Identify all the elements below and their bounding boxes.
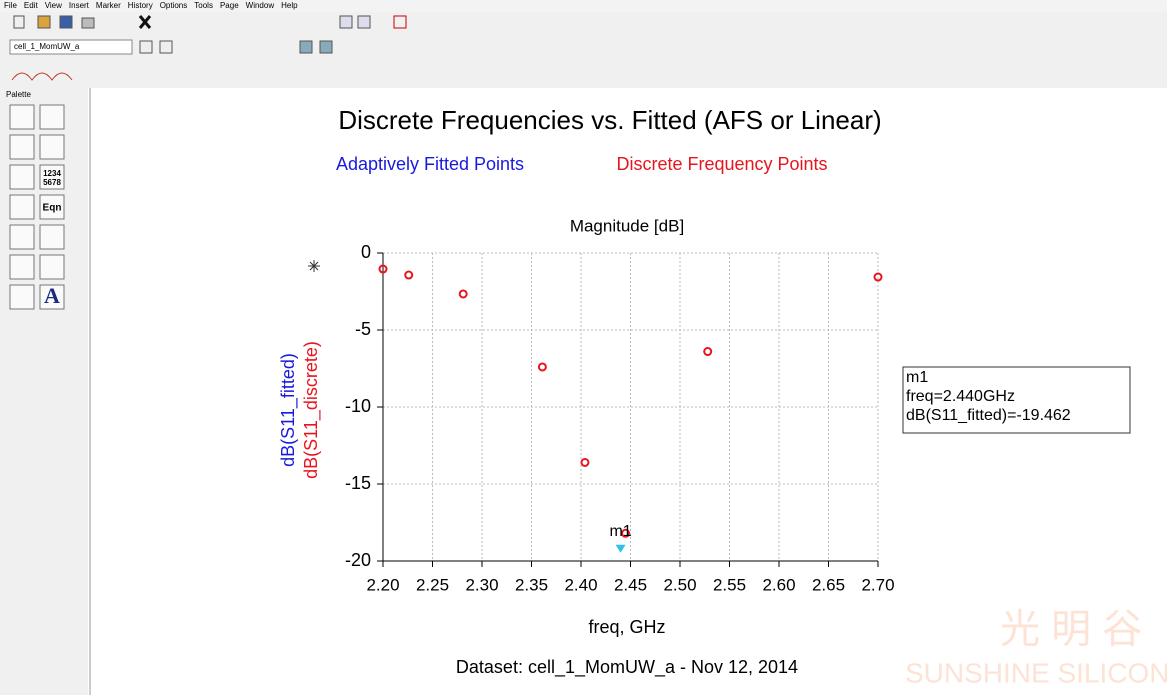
cell-select-text[interactable]: cell_1_MomUW_a xyxy=(14,42,80,51)
palette-icon-text: 1234 xyxy=(43,169,61,178)
marker-readout: freq=2.440GHz xyxy=(906,388,1015,405)
palette-icon-text: A xyxy=(44,283,60,308)
menu-item[interactable]: Options xyxy=(159,1,188,10)
x-tick-label: 2.30 xyxy=(465,575,498,594)
palette-button[interactable] xyxy=(9,104,35,130)
y-axis-label: dB(S11_fitted) xyxy=(278,353,299,467)
marker-readout: dB(S11_fitted)=-19.462 xyxy=(906,407,1071,424)
palette-button[interactable] xyxy=(9,134,35,160)
x-tick-label: 2.45 xyxy=(614,575,647,594)
watermark: SUNSHINE SILICON xyxy=(905,657,1167,688)
menu-item[interactable]: Window xyxy=(245,1,275,10)
menu-item[interactable]: History xyxy=(127,1,153,10)
data-point xyxy=(378,264,388,274)
menu-item[interactable]: Edit xyxy=(23,1,38,10)
marker-symbol xyxy=(615,544,626,553)
palette-button[interactable] xyxy=(39,254,65,280)
menu-item[interactable]: File xyxy=(4,1,17,10)
marker-readout-box xyxy=(902,366,1131,434)
legend-entry: Discrete Frequency Points xyxy=(616,154,827,174)
y-tick-label: -15 xyxy=(345,473,371,493)
palette-buttons xyxy=(9,104,65,310)
icon xyxy=(319,40,333,54)
cell-select-box[interactable] xyxy=(9,39,133,55)
menu-item[interactable]: Page xyxy=(219,1,239,10)
x-axis-label: freq, GHz xyxy=(588,617,665,637)
data-point xyxy=(873,272,883,282)
icon xyxy=(37,15,51,29)
palette-icon-text: Eqn xyxy=(43,203,62,214)
palette-button[interactable] xyxy=(39,194,65,220)
icon xyxy=(13,15,25,29)
x-tick-label: 2.65 xyxy=(812,575,845,594)
menu-bar: File Edit View Insert Marker History Options To… xyxy=(0,0,1167,12)
icon xyxy=(393,15,407,29)
palette-button[interactable] xyxy=(39,284,65,310)
plot-title: Magnitude [dB] xyxy=(570,216,684,235)
x-tick-label: 2.25 xyxy=(416,575,449,594)
x-tick-label: 2.50 xyxy=(663,575,696,594)
icon xyxy=(159,40,173,54)
icon xyxy=(11,72,73,81)
menu-item[interactable]: Tools xyxy=(194,1,213,10)
marker-label: m1 xyxy=(609,523,631,540)
x-tick-label: 2.60 xyxy=(762,575,795,594)
icon xyxy=(81,17,95,29)
icon xyxy=(339,15,353,29)
data-point xyxy=(621,528,631,538)
x-tick-label: 2.70 xyxy=(861,575,894,594)
menu-item[interactable]: View xyxy=(44,1,62,10)
star-icon xyxy=(308,260,320,272)
palette-button[interactable] xyxy=(9,284,35,310)
legend-entry: Adaptively Fitted Points xyxy=(336,154,524,174)
x-tick-label: 2.55 xyxy=(713,575,746,594)
palette-title: Palette xyxy=(6,90,31,99)
x-tick-label: 2.35 xyxy=(515,575,548,594)
menu-item[interactable]: Help xyxy=(281,1,298,10)
menu-item[interactable]: Marker xyxy=(95,1,121,10)
palette-button[interactable] xyxy=(9,164,35,190)
icon xyxy=(357,15,371,29)
icon xyxy=(59,15,73,29)
workspace: cell_1_MomUW_a Palette 1234 5678 Eqn A xyxy=(0,12,1167,695)
toolbar-icons xyxy=(9,15,407,81)
chart-title: Discrete Frequencies vs. Fitted (AFS or … xyxy=(338,105,881,135)
palette-icon-text: 5678 xyxy=(43,178,61,187)
watermark: 光 明 谷 xyxy=(1000,608,1142,652)
menu-item[interactable]: Insert xyxy=(68,1,89,10)
marker-readout: m1 xyxy=(906,369,928,386)
caption: Dataset: cell_1_MomUW_a - Nov 12, 2014 xyxy=(456,657,798,678)
data-point xyxy=(580,457,590,467)
x-tick-label: 2.40 xyxy=(564,575,597,594)
data-point xyxy=(703,347,713,357)
data-point xyxy=(537,362,547,372)
palette-button[interactable] xyxy=(39,224,65,250)
palette-button[interactable] xyxy=(39,104,65,130)
toolbar-area xyxy=(0,12,1167,88)
icon xyxy=(138,15,152,29)
palette-button[interactable] xyxy=(9,224,35,250)
palette-button[interactable] xyxy=(9,194,35,220)
y-tick-label: -10 xyxy=(345,396,371,416)
palette-button[interactable] xyxy=(39,164,65,190)
y-tick-label: -5 xyxy=(355,319,371,339)
data-point xyxy=(404,270,414,280)
palette-button[interactable] xyxy=(9,254,35,280)
icon xyxy=(299,40,313,54)
palette-button[interactable] xyxy=(39,134,65,160)
data-point xyxy=(458,289,468,299)
x-tick-label: 2.20 xyxy=(366,575,399,594)
y-tick-label: 0 xyxy=(361,242,371,262)
y-tick-label: -20 xyxy=(345,550,371,570)
y-axis-label: dB(S11_discrete) xyxy=(301,341,322,479)
icon xyxy=(139,40,153,54)
